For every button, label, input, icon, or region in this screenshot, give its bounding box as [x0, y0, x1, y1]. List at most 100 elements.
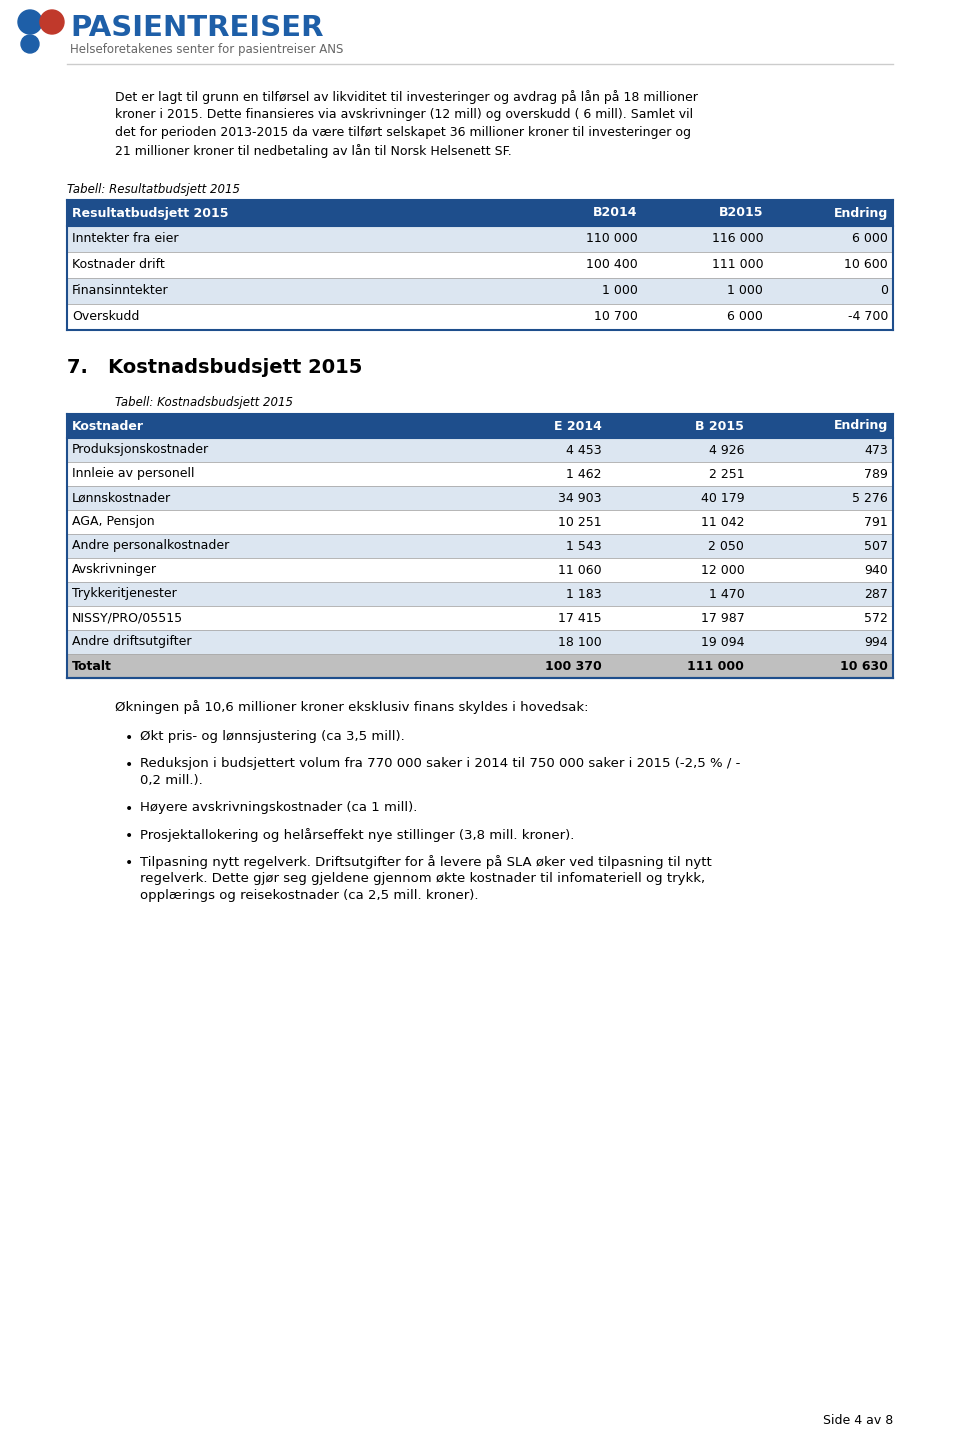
- Text: Andre driftsutgifter: Andre driftsutgifter: [72, 635, 191, 648]
- Bar: [67, 226, 893, 252]
- Bar: [67, 200, 893, 226]
- Text: 572: 572: [864, 612, 888, 625]
- Bar: [67, 438, 893, 462]
- Text: 4 926: 4 926: [708, 443, 744, 456]
- Text: 19 094: 19 094: [701, 635, 744, 648]
- Text: •: •: [125, 758, 133, 773]
- Text: 111 000: 111 000: [687, 660, 744, 673]
- Text: opplærings og reisekostnader (ca 2,5 mill. kroner).: opplærings og reisekostnader (ca 2,5 mil…: [140, 888, 478, 901]
- Text: det for perioden 2013-2015 da være tilført selskapet 36 millioner kroner til inv: det for perioden 2013-2015 da være tilfø…: [115, 126, 691, 139]
- Text: Finansinntekter: Finansinntekter: [72, 285, 169, 298]
- Text: 10 600: 10 600: [844, 259, 888, 272]
- Text: B 2015: B 2015: [695, 420, 744, 433]
- Bar: [67, 629, 893, 654]
- Text: Overskudd: Overskudd: [72, 311, 139, 324]
- Text: 507: 507: [864, 540, 888, 553]
- Text: 1 462: 1 462: [565, 467, 601, 480]
- Text: 6 000: 6 000: [852, 233, 888, 246]
- Text: 11 042: 11 042: [701, 515, 744, 528]
- Circle shape: [18, 10, 42, 33]
- Text: 10 700: 10 700: [594, 311, 637, 324]
- Text: •: •: [125, 731, 133, 745]
- Text: Innleie av personell: Innleie av personell: [72, 467, 195, 480]
- Bar: [67, 414, 893, 438]
- Text: Kostnader drift: Kostnader drift: [72, 259, 165, 272]
- Text: Kostnader: Kostnader: [72, 420, 144, 433]
- Text: 1 000: 1 000: [728, 285, 763, 298]
- Text: Andre personalkostnader: Andre personalkostnader: [72, 540, 229, 553]
- Text: AGA, Pensjon: AGA, Pensjon: [72, 515, 155, 528]
- Circle shape: [40, 10, 64, 33]
- Text: 100 370: 100 370: [544, 660, 601, 673]
- Text: Produksjonskostnader: Produksjonskostnader: [72, 443, 209, 456]
- Text: 4 453: 4 453: [565, 443, 601, 456]
- Text: NISSY/PRO/05515: NISSY/PRO/05515: [72, 612, 183, 625]
- Bar: [67, 304, 893, 330]
- Bar: [67, 462, 893, 486]
- Bar: [67, 252, 893, 278]
- Text: Økningen på 10,6 millioner kroner eksklusiv finans skyldes i hovedsak:: Økningen på 10,6 millioner kroner eksklu…: [115, 700, 588, 713]
- Bar: [67, 582, 893, 606]
- Text: Det er lagt til grunn en tilførsel av likviditet til investeringer og avdrag på : Det er lagt til grunn en tilførsel av li…: [115, 90, 698, 104]
- Text: Tabell: Kostnadsbudsjett 2015: Tabell: Kostnadsbudsjett 2015: [115, 396, 293, 410]
- Text: 100 400: 100 400: [586, 259, 637, 272]
- Text: Prosjektallokering og helårseffekt nye stillinger (3,8 mill. kroner).: Prosjektallokering og helårseffekt nye s…: [140, 828, 574, 842]
- Text: 17 987: 17 987: [701, 612, 744, 625]
- Text: 12 000: 12 000: [701, 563, 744, 576]
- Text: •: •: [125, 829, 133, 844]
- Text: 473: 473: [864, 443, 888, 456]
- Circle shape: [21, 35, 39, 54]
- Text: 1 000: 1 000: [602, 285, 637, 298]
- Text: Lønnskostnader: Lønnskostnader: [72, 492, 171, 505]
- Text: 17 415: 17 415: [558, 612, 601, 625]
- Text: Trykkeritjenester: Trykkeritjenester: [72, 587, 177, 601]
- Bar: [67, 278, 893, 304]
- Text: 10 630: 10 630: [840, 660, 888, 673]
- Text: kroner i 2015. Dette finansieres via avskrivninger (12 mill) og overskudd ( 6 mi: kroner i 2015. Dette finansieres via avs…: [115, 109, 693, 122]
- Text: PASIENTREISER: PASIENTREISER: [70, 14, 324, 42]
- Text: Helseforetakenes senter for pasientreiser ANS: Helseforetakenes senter for pasientreise…: [70, 42, 344, 55]
- Text: 7.   Kostnadsbudsjett 2015: 7. Kostnadsbudsjett 2015: [67, 357, 362, 378]
- Bar: [67, 606, 893, 629]
- Text: 287: 287: [864, 587, 888, 601]
- Text: 34 903: 34 903: [558, 492, 601, 505]
- Text: Reduksjon i budsjettert volum fra 770 000 saker i 2014 til 750 000 saker i 2015 : Reduksjon i budsjettert volum fra 770 00…: [140, 757, 740, 770]
- Text: Resultatbudsjett 2015: Resultatbudsjett 2015: [72, 207, 228, 220]
- Text: B2014: B2014: [593, 207, 637, 220]
- Bar: [67, 486, 893, 509]
- Text: 111 000: 111 000: [711, 259, 763, 272]
- Text: 10 251: 10 251: [558, 515, 601, 528]
- Text: 0: 0: [880, 285, 888, 298]
- Text: Avskrivninger: Avskrivninger: [72, 563, 157, 576]
- Text: Tabell: Resultatbudsjett 2015: Tabell: Resultatbudsjett 2015: [67, 182, 240, 195]
- Text: •: •: [125, 802, 133, 816]
- Text: 789: 789: [864, 467, 888, 480]
- Text: B2015: B2015: [719, 207, 763, 220]
- Bar: [67, 509, 893, 534]
- Text: Endring: Endring: [833, 207, 888, 220]
- Text: 2 050: 2 050: [708, 540, 744, 553]
- Text: 40 179: 40 179: [701, 492, 744, 505]
- Text: Endring: Endring: [833, 420, 888, 433]
- Text: 18 100: 18 100: [558, 635, 601, 648]
- Text: Tilpasning nytt regelverk. Driftsutgifter for å levere på SLA øker ved tilpasnin: Tilpasning nytt regelverk. Driftsutgifte…: [140, 855, 711, 870]
- Text: 1 470: 1 470: [708, 587, 744, 601]
- Text: 791: 791: [864, 515, 888, 528]
- Text: Inntekter fra eier: Inntekter fra eier: [72, 233, 179, 246]
- Text: 6 000: 6 000: [728, 311, 763, 324]
- Text: 116 000: 116 000: [711, 233, 763, 246]
- Text: 11 060: 11 060: [558, 563, 601, 576]
- Text: Totalt: Totalt: [72, 660, 112, 673]
- Text: 994: 994: [864, 635, 888, 648]
- Text: 110 000: 110 000: [586, 233, 637, 246]
- Text: E 2014: E 2014: [554, 420, 601, 433]
- Bar: [67, 534, 893, 559]
- Text: 940: 940: [864, 563, 888, 576]
- Text: 1 183: 1 183: [565, 587, 601, 601]
- Text: Høyere avskrivningskostnader (ca 1 mill).: Høyere avskrivningskostnader (ca 1 mill)…: [140, 802, 418, 815]
- Bar: [67, 654, 893, 679]
- Text: Økt pris- og lønnsjustering (ca 3,5 mill).: Økt pris- og lønnsjustering (ca 3,5 mill…: [140, 729, 405, 742]
- Text: regelverk. Dette gjør seg gjeldene gjennom økte kostnader til infomateriell og t: regelverk. Dette gjør seg gjeldene gjenn…: [140, 873, 706, 886]
- Text: 0,2 mill.).: 0,2 mill.).: [140, 774, 203, 787]
- Text: 5 276: 5 276: [852, 492, 888, 505]
